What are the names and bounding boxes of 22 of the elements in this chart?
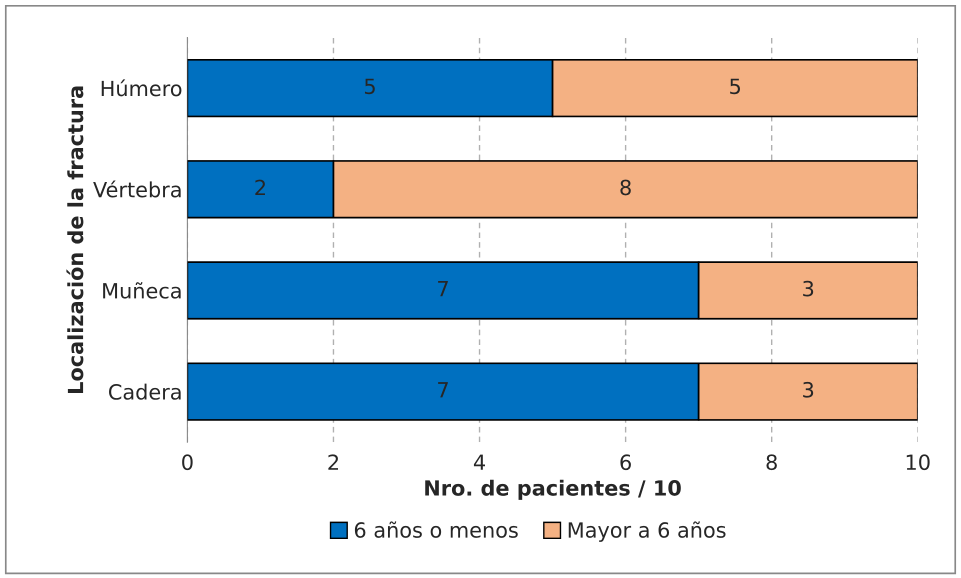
legend-label: 6 años o menos	[354, 521, 518, 538]
data-label: 7	[438, 382, 448, 398]
data-label: 7	[438, 281, 448, 296]
x-tick-label: 0	[182, 454, 193, 470]
x-tick-label: 8	[766, 454, 777, 470]
x-tick-label: 6	[620, 454, 631, 470]
x-axis-title: Nro. de pacientes / 10	[425, 480, 681, 500]
y-tick-label: Vértebra	[93, 180, 181, 198]
data-label: 5	[364, 78, 375, 94]
y-tick-label: Muñeca	[103, 282, 181, 299]
x-tick-label: 2	[328, 454, 338, 470]
x-tick-label: 10	[906, 454, 930, 470]
x-tick-label: 4	[474, 454, 485, 470]
legend-label: Mayor a 6 años	[568, 521, 726, 542]
data-label: 2	[255, 180, 265, 196]
data-label: 3	[803, 280, 814, 296]
data-label: 3	[803, 382, 814, 398]
y-tick-label: Cadera	[109, 384, 181, 400]
y-tick-label: Húmero	[102, 79, 182, 96]
y-axis-title: Localización de la fractura	[66, 86, 84, 393]
data-label: 5	[730, 78, 740, 94]
data-label: 8	[620, 180, 631, 196]
